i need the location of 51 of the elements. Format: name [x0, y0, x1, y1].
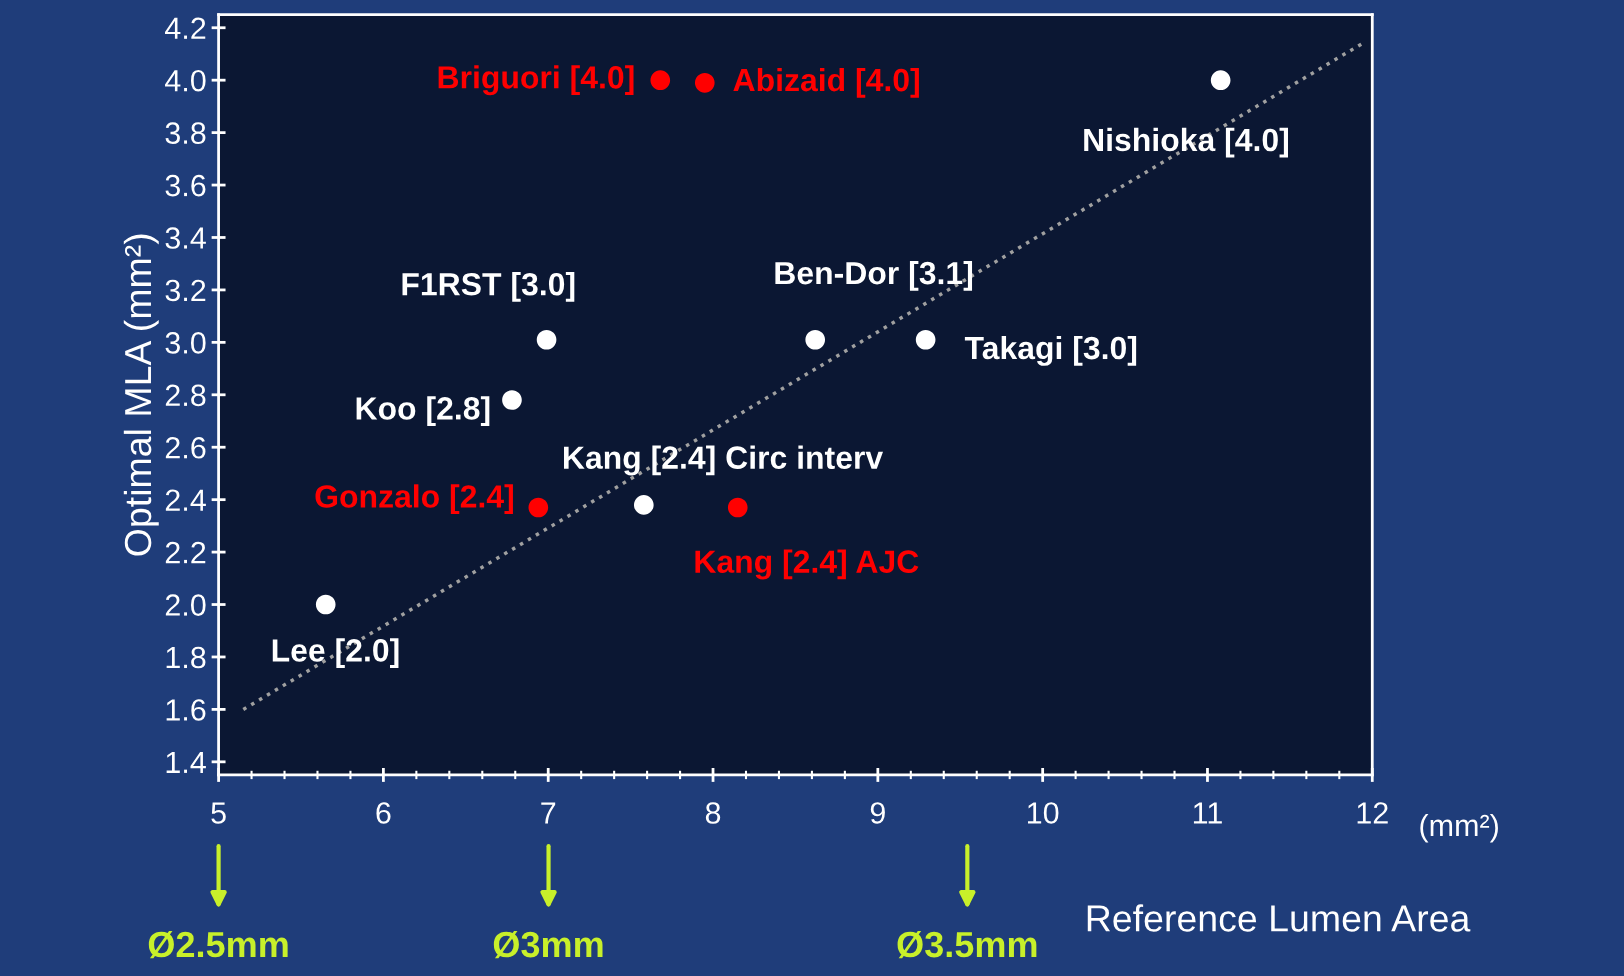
annotation: Kang [2.4] AJC — [695, 549, 919, 580]
annotation: Kang [2.4] Circ interv — [564, 445, 884, 476]
point — [805, 329, 826, 350]
x-tick-label: 12 — [1357, 802, 1388, 824]
y-tick-label: 1.6 — [166, 699, 206, 721]
x-tick-label: 9 — [870, 802, 885, 824]
y-axis-title: Optimal MLA (mm²) — [123, 234, 159, 556]
point — [915, 329, 936, 350]
x-tick-label: 5 — [211, 802, 226, 824]
point — [727, 497, 748, 518]
y-tick-label: 3.2 — [165, 279, 206, 302]
x-tick-label: 8 — [705, 802, 721, 824]
annotation: Lee [2.0] — [272, 638, 399, 669]
y-tick-label: 3.4 — [165, 227, 206, 249]
y-tick-label: 1.8 — [166, 646, 206, 669]
x-tick-label: 7 — [541, 802, 556, 824]
y-tick-label: 3.6 — [165, 174, 206, 197]
y-tick-label: 4.0 — [165, 69, 206, 92]
x-tick-label: 10 — [1027, 802, 1059, 824]
y-tick-label: 2.4 — [165, 489, 206, 511]
point — [1210, 70, 1231, 90]
annotation: Ben-Dor [3.1] — [775, 260, 973, 291]
point — [650, 70, 671, 90]
annotation: Briguori [4.0] — [438, 65, 634, 96]
x-tick-label: 11 — [1193, 802, 1222, 824]
x-axis-title: Reference Lumen Area — [1087, 904, 1471, 932]
text: Ø3.5mm — [897, 931, 1037, 959]
text: Ø3mm — [493, 931, 603, 959]
text: (mm²) — [1420, 813, 1498, 843]
point — [536, 329, 557, 350]
annotation: F1RST [3.0] — [402, 272, 575, 302]
y-tick-label: 2.8 — [165, 384, 206, 407]
y-tick-label: 4.2 — [165, 17, 206, 39]
y-tick-label: 2.2 — [165, 541, 206, 564]
y-tick-label: 2.0 — [165, 594, 206, 616]
point — [315, 594, 336, 615]
point — [694, 72, 715, 93]
annotation: Koo [2.8] — [356, 396, 490, 427]
point — [633, 495, 654, 515]
y-tick-label: 3.8 — [165, 122, 206, 144]
annotation: Nishioka [4.0] — [1084, 127, 1288, 158]
annotation: Gonzalo [2.4] — [315, 484, 513, 515]
x-tick-label: 6 — [376, 802, 391, 824]
y-tick-label: 3.0 — [165, 332, 206, 354]
text: Ø2.5mm — [148, 931, 288, 959]
point — [528, 497, 549, 518]
annotation: Takagi [3.0] — [964, 335, 1137, 366]
point — [502, 390, 522, 410]
y-tick-label: 2.6 — [165, 436, 206, 459]
annotation: Abizaid [4.0] — [733, 67, 919, 98]
y-tick-label: 1.4 — [166, 751, 206, 773]
